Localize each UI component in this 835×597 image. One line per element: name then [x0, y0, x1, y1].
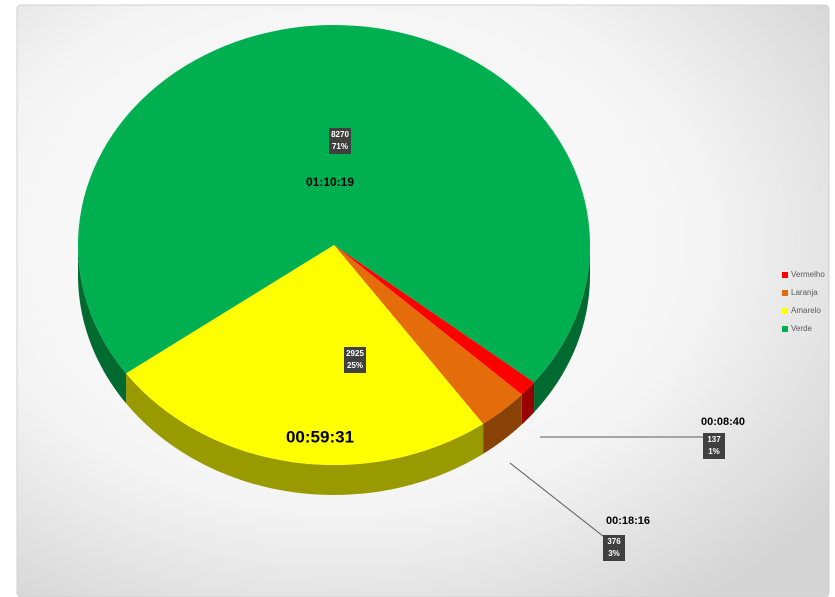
slice [78, 24, 591, 383]
data-label-value: 2925 [346, 349, 364, 358]
data-label-value: 8270 [331, 130, 349, 139]
legend-label: Amarelo [791, 306, 821, 315]
legend-label: Laranja [791, 288, 818, 297]
legend-label: Verde [791, 324, 812, 333]
data-label-percent: 25% [347, 361, 363, 370]
legend-swatch [782, 290, 788, 296]
leader-line [509, 462, 609, 541]
legend-swatch [782, 326, 788, 332]
pie [78, 24, 591, 495]
time-label: 00:08:40 [701, 416, 745, 428]
data-label-percent: 71% [332, 142, 348, 151]
slice-side [534, 245, 590, 413]
data-label-box [329, 128, 351, 154]
labels: 137 1% 00:08:40 376 3% 00:18:16 2925 25% 00:59:3… [286, 128, 745, 561]
time-label: 01:10:19 [306, 175, 354, 189]
slice-side [78, 245, 127, 404]
slice-side [521, 382, 535, 425]
data-label-percent: 1% [708, 447, 720, 456]
legend-swatch [782, 272, 788, 278]
legend-label: Vermelho [791, 270, 825, 279]
data-label-box [344, 347, 366, 373]
time-label: 00:18:16 [606, 515, 650, 527]
data-label-value: 137 [707, 435, 721, 444]
data-label-box [603, 535, 625, 561]
slice-side [483, 394, 522, 454]
legend: Vermelho Laranja Amarelo Verde [782, 270, 825, 333]
slice [126, 245, 484, 465]
data-label-box [703, 433, 725, 459]
legend-swatch [782, 308, 788, 314]
data-label-value: 376 [607, 537, 621, 546]
slice [334, 245, 522, 424]
time-label: 00:59:31 [286, 427, 354, 446]
slice-side [126, 373, 484, 495]
data-label-percent: 3% [608, 549, 620, 558]
slice [334, 245, 535, 395]
